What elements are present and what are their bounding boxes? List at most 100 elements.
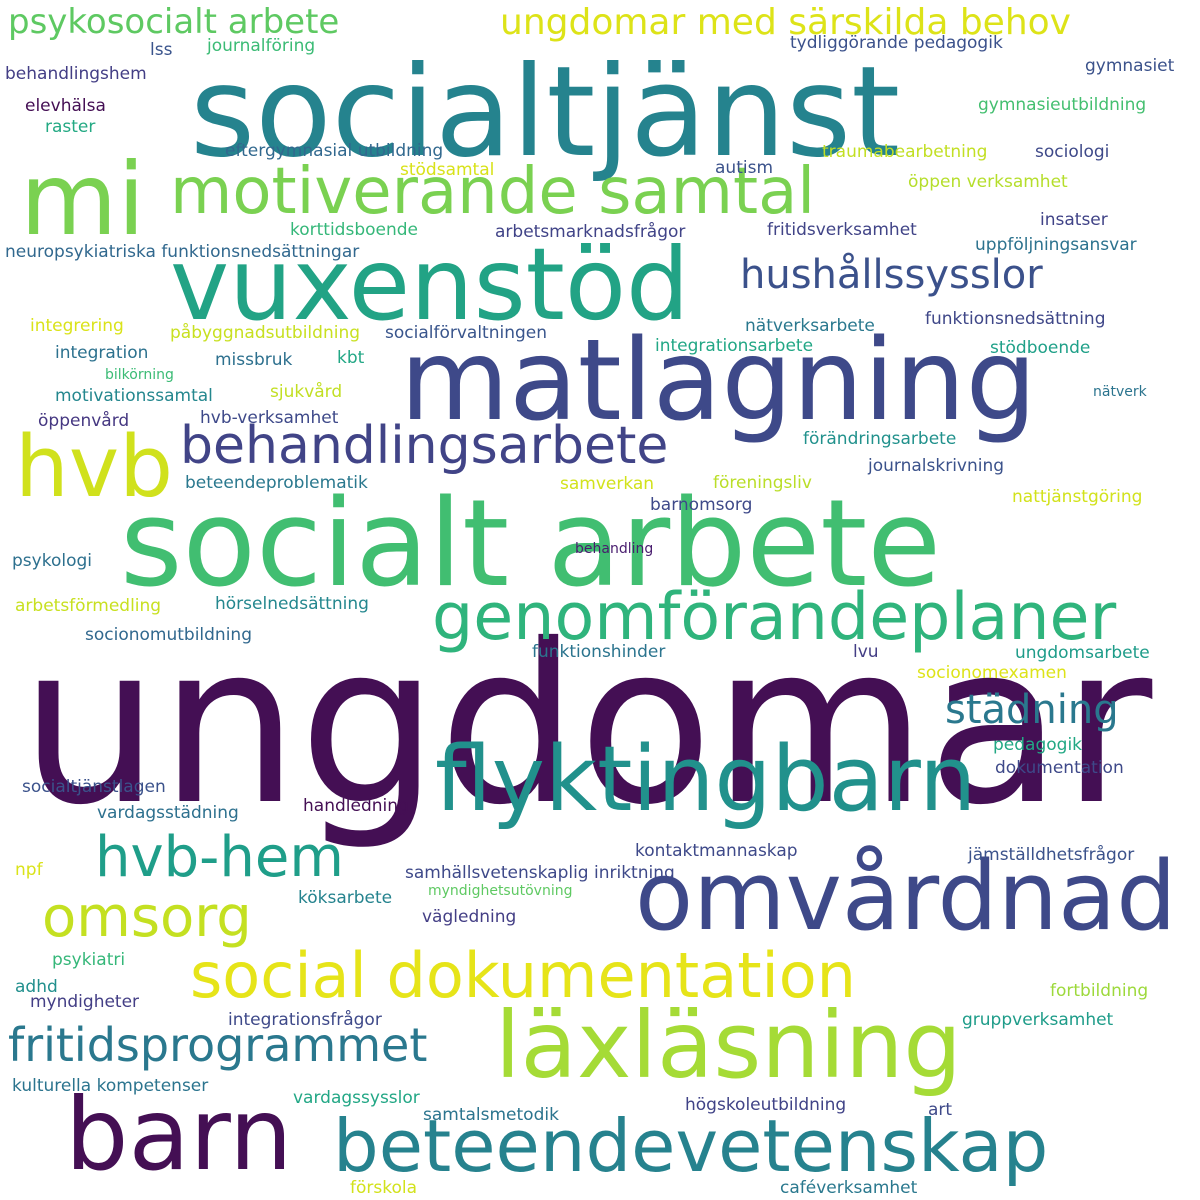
cloud-word: vuxenstöd	[170, 226, 690, 343]
cloud-word: stödsamtal	[400, 160, 495, 180]
cloud-word: lvu	[853, 642, 879, 662]
cloud-word: dokumentation	[995, 758, 1124, 778]
cloud-word: förändringsarbete	[803, 429, 957, 449]
cloud-word: tydliggörande pedagogik	[790, 33, 1003, 53]
cloud-word: gruppverksamhet	[962, 1010, 1114, 1030]
cloud-word: socionomutbildning	[85, 625, 252, 645]
cloud-word: behandlingsarbete	[180, 416, 669, 476]
cloud-word: elevhälsa	[25, 96, 106, 116]
cloud-word: integrationsfrågor	[228, 1010, 382, 1030]
cloud-word: socialt arbete	[120, 475, 942, 614]
cloud-word: psykosocialt arbete	[8, 2, 340, 42]
cloud-word: kbt	[337, 348, 365, 368]
cloud-word: högskoleutbildning	[685, 1095, 847, 1115]
cloud-word: nattjänstgöring	[1012, 487, 1143, 507]
cloud-word: mi	[20, 141, 146, 258]
cloud-word: arbetsmarknadsfrågor	[495, 222, 686, 242]
cloud-word: journalskrivning	[868, 456, 1005, 476]
cloud-word: öppenvård	[38, 411, 130, 431]
cloud-word: nätverksarbete	[745, 316, 875, 336]
cloud-word: lss	[150, 40, 173, 60]
cloud-word: ungdomsarbete	[1015, 643, 1150, 663]
cloud-word: hvb-hem	[95, 825, 344, 890]
cloud-word: ungdomar med särskilda behov	[500, 2, 1071, 43]
cloud-word: vardagssysslor	[293, 1088, 420, 1108]
cloud-word: kontaktmannaskap	[635, 841, 798, 861]
cloud-word: integrering	[30, 316, 124, 336]
cloud-word: arbetsförmedling	[15, 596, 162, 616]
cloud-word: omvårdnad	[635, 842, 1177, 952]
cloud-word: hushållssysslor	[740, 252, 1043, 298]
cloud-word: socialtjänstlagen	[22, 777, 166, 797]
cloud-word: socialförvaltningen	[385, 323, 548, 343]
cloud-word: journalföring	[207, 36, 316, 56]
cloud-word: myndighetsutövning	[428, 883, 573, 899]
cloud-word: flyktingbarn	[435, 727, 977, 832]
cloud-word: behandling	[575, 541, 654, 557]
cloud-word: omsorg	[42, 885, 252, 950]
cloud-word: beteendeproblematik	[185, 473, 368, 493]
cloud-word: socionomexamen	[917, 663, 1067, 683]
cloud-word: stödboende	[990, 338, 1091, 358]
cloud-word: uppföljningsansvar	[975, 235, 1137, 255]
cloud-word: neuropsykiatriska funktionsnedsättningar	[5, 242, 360, 262]
cloud-word: integrationsarbete	[655, 336, 814, 356]
cloud-word: matlagning	[400, 316, 1037, 446]
cloud-word: psykologi	[12, 551, 92, 571]
cloud-word: sjukvård	[270, 382, 343, 402]
cloud-word: barn	[65, 1076, 293, 1193]
cloud-word: hvb	[15, 418, 174, 517]
cloud-word: insatser	[1040, 210, 1108, 230]
cloud-word: handledning	[303, 796, 409, 816]
cloud-word: gymnasieutbildning	[978, 95, 1147, 115]
cloud-word: hvb-verksamhet	[200, 408, 339, 428]
cloud-word: vardagsstädning	[97, 803, 239, 823]
cloud-word: förskola	[350, 1178, 418, 1198]
cloud-word: fritidsprogrammet	[8, 1018, 428, 1072]
cloud-word: traumabearbetning	[822, 142, 988, 162]
cloud-word: social dokumentation	[190, 939, 856, 1012]
cloud-word: funktionshinder	[532, 642, 666, 662]
cloud-word: samtalsmetodik	[423, 1105, 559, 1125]
cloud-word: myndigheter	[30, 992, 140, 1012]
cloud-word: hörselnedsättning	[215, 594, 369, 614]
cloud-word: gymnasiet	[1085, 56, 1175, 76]
cloud-word: fritidsverksamhet	[767, 220, 917, 240]
cloud-word: psykiatri	[52, 950, 126, 970]
cloud-word: ungdomar	[20, 597, 1153, 853]
cloud-word: samhällsvetenskaplig inriktning	[405, 863, 675, 883]
cloud-word: köksarbete	[298, 888, 393, 908]
cloud-word: adhd	[15, 977, 58, 997]
cloud-word: raster	[45, 117, 96, 137]
cloud-word: behandlingshem	[5, 64, 147, 84]
cloud-word: korttidsboende	[290, 220, 419, 240]
cloud-word: autism	[715, 158, 773, 178]
cloud-word: bilkörning	[105, 367, 174, 383]
cloud-word: genomförandeplaner	[432, 580, 1117, 655]
cloud-word: npf	[15, 860, 43, 880]
cloud-word: beteendevetenskap	[333, 1104, 1049, 1188]
cloud-word: samverkan	[560, 474, 655, 494]
cloud-word: städning	[945, 687, 1119, 733]
cloud-word: vägledning	[422, 907, 517, 927]
cloud-word: sociologi	[1035, 142, 1110, 162]
cloud-word: eftergymnasial utbildning	[225, 141, 444, 161]
cloud-word: pedagogik	[993, 735, 1083, 755]
cloud-word: öppen verksamhet	[908, 172, 1068, 192]
cloud-word: socialtjänst	[190, 40, 901, 185]
cloud-word: läxläsning	[495, 992, 962, 1099]
cloud-word: kulturella kompetenser	[12, 1076, 209, 1096]
cloud-word: barnomsorg	[650, 495, 753, 515]
cloud-word: art	[928, 1100, 953, 1120]
cloud-word: föreningsliv	[713, 473, 812, 493]
cloud-word: nätverk	[1093, 384, 1147, 400]
cloud-word: jämställdhetsfrågor	[968, 845, 1135, 865]
cloud-word: påbyggnadsutbildning	[170, 323, 361, 343]
cloud-word: funktionsnedsättning	[925, 309, 1106, 329]
cloud-word: caféverksamhet	[780, 1178, 918, 1198]
cloud-word: integration	[55, 343, 149, 363]
cloud-word: missbruk	[215, 350, 293, 370]
cloud-word: motivationssamtal	[55, 386, 213, 406]
cloud-word: motiverande samtal	[170, 155, 816, 229]
